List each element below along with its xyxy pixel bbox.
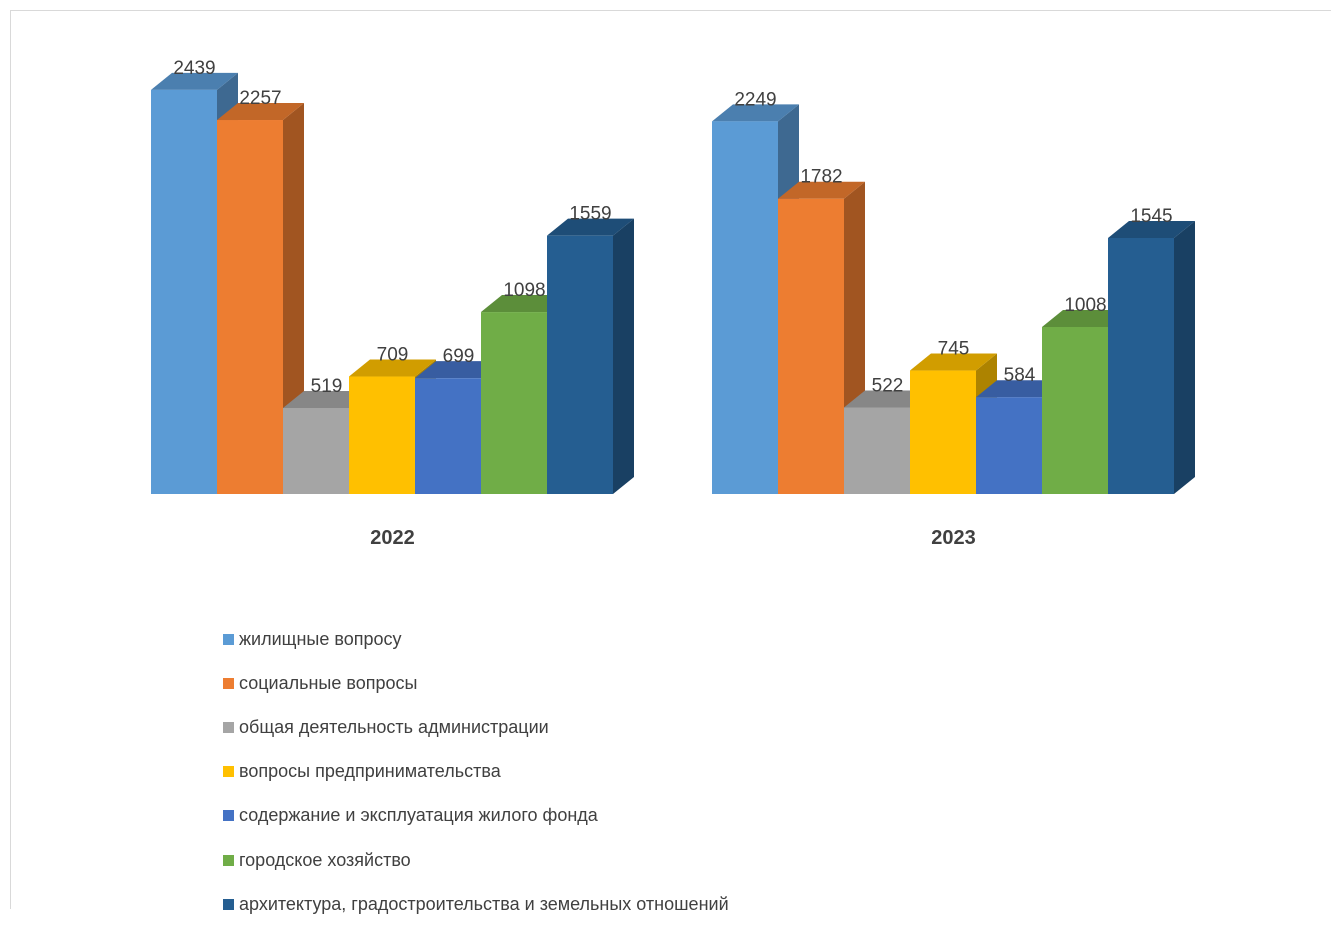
bar-top (349, 359, 436, 377)
bar-top (217, 103, 304, 121)
bar-front (349, 376, 415, 494)
legend-label: социальные вопросы (239, 672, 418, 693)
bar-front (547, 235, 613, 494)
legend-label: жилищные вопросу (239, 628, 402, 649)
data-label: 1545 (1130, 206, 1172, 227)
legend-swatch (223, 854, 234, 866)
bar (778, 181, 865, 494)
bar-top (1042, 309, 1129, 327)
bar-front (778, 198, 844, 494)
bar-top (151, 72, 238, 90)
bar-group-2022: 2439 2257 519 709 699 1098 1559 (151, 58, 634, 494)
data-label: 519 (311, 376, 343, 397)
legend-item: архитектура, градостроительства и земель… (223, 882, 729, 926)
bar-front (415, 378, 481, 494)
bar (547, 218, 634, 494)
bar-front (481, 312, 547, 494)
legend-swatch (223, 810, 234, 822)
legend-item: общая деятельность администрации (223, 705, 729, 749)
bar-front (844, 407, 910, 494)
legend-item: городское хозяйство (223, 838, 729, 882)
legend-swatch (223, 677, 234, 689)
bar-top (283, 391, 370, 409)
legend-label: содержание и эксплуатация жилого фонда (239, 805, 598, 826)
data-label: 2249 (734, 89, 776, 110)
data-label: 2439 (173, 58, 215, 79)
bar-top (712, 104, 799, 122)
bar-side (1174, 220, 1195, 494)
legend-item: вопросы предпринимательства (223, 750, 729, 794)
bar-front (712, 121, 778, 494)
data-label: 709 (377, 345, 409, 366)
legend-item: жилищные вопросу (223, 617, 729, 661)
bar-top (910, 353, 997, 371)
bar-top (844, 390, 931, 408)
legend-label: городское хозяйство (239, 849, 411, 870)
legend-swatch (223, 898, 234, 910)
data-label: 584 (1004, 365, 1036, 386)
bar-front (1108, 237, 1174, 494)
bar-top (976, 380, 1063, 398)
bar-top (481, 295, 568, 313)
data-label: 1782 (800, 167, 842, 188)
bar-front (976, 397, 1042, 494)
bar-top (778, 181, 865, 199)
bar-top (1108, 220, 1195, 238)
bar-front (151, 89, 217, 494)
bar-front (910, 370, 976, 494)
legend-swatch (223, 721, 234, 733)
category-label: 2022 (370, 527, 415, 549)
bar-group-2023: 2249 1782 522 745 584 1008 1545 (712, 89, 1195, 494)
bar-front (283, 408, 349, 494)
legend-swatch (223, 633, 234, 645)
bar-front (217, 120, 283, 494)
category-label: 2023 (931, 527, 976, 549)
data-label: 522 (872, 376, 904, 397)
bar-front (1042, 326, 1108, 494)
legend-item: социальные вопросы (223, 661, 729, 705)
data-label: 1559 (569, 204, 611, 225)
bar-top (415, 361, 502, 379)
data-label: 699 (443, 346, 475, 367)
bar-side (613, 218, 634, 494)
legend: жилищные вопросу социальные вопросы общая … (223, 617, 729, 926)
legend-item: содержание и эксплуатация жилого фонда (223, 794, 729, 838)
data-label: 2257 (239, 88, 281, 109)
bar-top (547, 218, 634, 236)
data-label: 1098 (503, 280, 545, 301)
data-label: 1008 (1064, 295, 1106, 316)
legend-label: общая деятельность администрации (239, 716, 549, 737)
legend-swatch (223, 766, 234, 778)
bar (1108, 220, 1195, 494)
legend-label: архитектура, градостроительства и земель… (239, 893, 729, 914)
data-label: 745 (938, 339, 970, 360)
legend-label: вопросы предпринимательства (239, 761, 501, 782)
